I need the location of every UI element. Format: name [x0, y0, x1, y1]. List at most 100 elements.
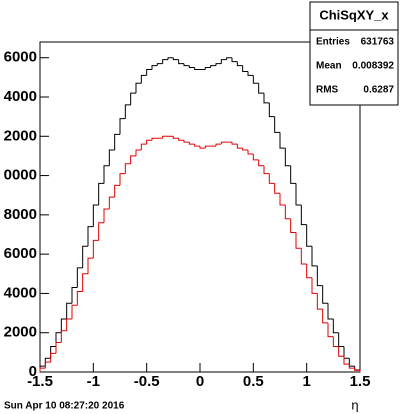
stats-value: 631763	[361, 37, 395, 48]
histogram-step	[44, 361, 51, 369]
histogram-step	[263, 93, 270, 104]
histogram-step	[263, 165, 270, 175]
histogram-step	[236, 61, 243, 67]
stats-key: Mean	[316, 61, 342, 72]
histogram-step	[76, 267, 83, 288]
y-tick-label: 0000	[4, 167, 37, 184]
histogram-step	[98, 222, 104, 241]
histogram-step	[332, 336, 339, 347]
histogram-step	[258, 159, 264, 167]
histogram-step	[194, 67, 200, 70]
histogram-step	[87, 226, 94, 247]
y-tick-label: 8000	[4, 206, 37, 223]
histogram-step	[300, 205, 307, 226]
histogram-step	[108, 149, 115, 166]
histogram-step	[295, 232, 302, 249]
histogram-step	[114, 184, 120, 198]
histogram-step	[55, 332, 62, 347]
stats-key: Entries	[316, 37, 350, 48]
histogram-step	[82, 245, 88, 268]
histogram-step	[268, 173, 275, 184]
histogram-step	[210, 65, 216, 68]
histogram-step	[274, 116, 280, 133]
histogram-step	[279, 132, 286, 149]
histogram-step	[316, 265, 323, 287]
histogram-step	[300, 248, 307, 265]
histogram-step	[284, 205, 291, 220]
x-tick-label: -1	[87, 373, 100, 390]
histogram-step	[274, 183, 280, 194]
histogram-step	[199, 146, 206, 149]
histogram-step	[66, 302, 72, 319]
histogram-step	[258, 83, 264, 94]
histogram-step	[178, 138, 184, 141]
histogram-step	[172, 136, 179, 139]
histogram-step	[92, 204, 99, 227]
stats-value: 0.6287	[363, 85, 394, 96]
histogram-step	[231, 142, 238, 145]
y-tick-label: 0	[29, 363, 37, 380]
y-tick-label: 2000	[4, 324, 37, 341]
histogram-step	[135, 82, 142, 94]
histogram-step	[92, 239, 99, 259]
histogram-step	[242, 148, 248, 151]
stats-box	[309, 1, 399, 106]
histogram-step	[290, 218, 296, 234]
histogram-step	[220, 141, 227, 145]
histogram-step	[39, 367, 46, 372]
stats-key: RMS	[316, 85, 339, 96]
x-tick-label: 1	[302, 373, 310, 390]
histogram-step	[311, 277, 318, 294]
x-tick-label: 0.5	[243, 373, 264, 390]
histogram-step	[119, 173, 126, 186]
histogram-step	[188, 142, 195, 145]
histogram-step	[242, 65, 248, 72]
histogram-step	[103, 208, 110, 223]
histogram-step	[151, 65, 158, 70]
histogram-step	[188, 65, 195, 69]
histogram-step	[146, 69, 152, 76]
histogram-step	[215, 63, 222, 66]
histogram-step	[108, 196, 115, 209]
histogram-step	[247, 71, 254, 76]
y-tick-label: 6000	[4, 49, 37, 66]
x-axis-label: η	[351, 397, 358, 412]
histogram-step	[55, 342, 62, 354]
histogram-step	[204, 145, 211, 149]
histogram-step	[66, 318, 72, 331]
histogram-step	[332, 318, 339, 334]
histogram-step	[204, 67, 211, 70]
histogram-step	[290, 165, 296, 184]
histogram-step	[114, 133, 120, 151]
histogram-step	[354, 368, 361, 372]
histogram-step	[194, 144, 200, 147]
histogram-step	[327, 322, 334, 338]
histogram-step	[247, 150, 254, 155]
histogram-step	[140, 74, 147, 84]
histogram-step	[322, 285, 328, 304]
x-tick-label: -1.5	[27, 373, 53, 390]
histogram-step	[327, 303, 334, 320]
histogram-step	[348, 364, 355, 369]
histogram-step	[338, 346, 344, 357]
histogram-step	[162, 59, 168, 64]
y-tick-label: 2000	[4, 127, 37, 144]
x-tick-label: -0.5	[134, 373, 160, 390]
histogram-step	[183, 140, 190, 143]
histogram-step	[87, 257, 94, 274]
histogram-step	[124, 104, 131, 119]
stats-title: ChiSqXY_x	[319, 7, 389, 22]
histogram-step	[183, 63, 190, 67]
histogram-step	[71, 287, 78, 304]
y-tick-label: 6000	[4, 245, 37, 262]
histogram-step	[162, 135, 168, 139]
histogram-step	[226, 57, 232, 60]
histogram-step	[178, 59, 184, 65]
histogram-step	[71, 304, 78, 319]
histogram-step	[130, 92, 136, 105]
histogram-step	[82, 273, 88, 292]
x-tick-label: 0	[196, 373, 204, 390]
x-tick-label: 1.5	[350, 373, 371, 390]
y-tick-label: 4000	[4, 284, 37, 301]
